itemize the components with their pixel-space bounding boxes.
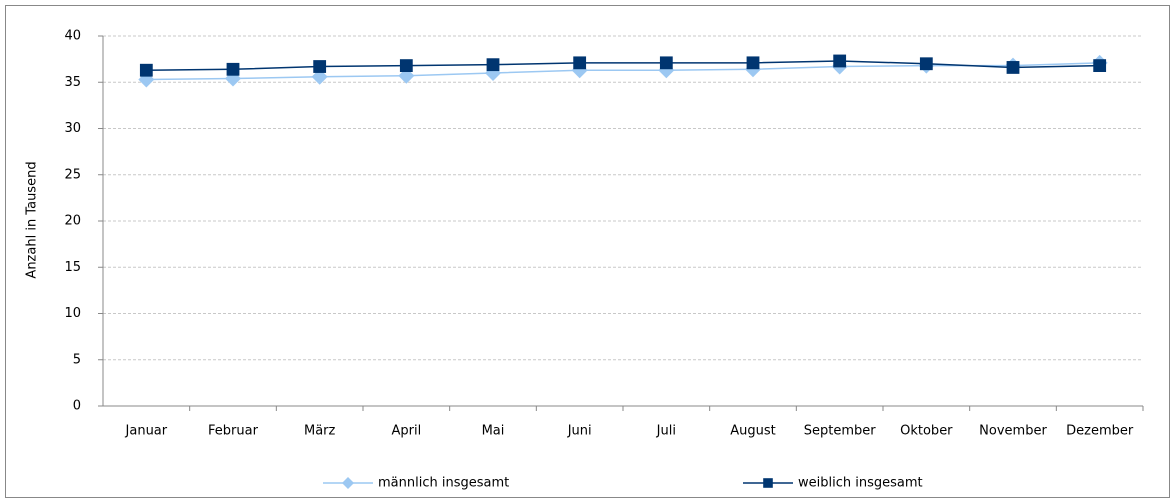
point <box>1006 61 1020 74</box>
series-line <box>146 62 1100 81</box>
legend-label: männlich insgesamt <box>378 476 509 491</box>
point <box>226 62 240 76</box>
y-axis-label: Anzahl in Tausend <box>25 161 40 278</box>
x-tick-label: November <box>979 424 1047 439</box>
x-tick-label: Dezember <box>1066 424 1134 439</box>
x-tick-label: März <box>304 424 336 439</box>
y-tick-label: 40 <box>64 29 81 44</box>
point <box>313 60 327 73</box>
x-tick-label: Januar <box>125 424 168 439</box>
y-tick-label: 20 <box>64 214 81 229</box>
point <box>919 57 933 71</box>
x-tick-label: April <box>391 424 421 439</box>
y-tick-label: 25 <box>64 167 81 182</box>
point <box>486 58 500 72</box>
point <box>573 56 587 70</box>
x-tick-label: Oktober <box>900 424 953 439</box>
y-tick-label: 0 <box>73 399 81 414</box>
point <box>659 56 673 70</box>
x-tick-label: Juli <box>656 424 676 439</box>
point <box>399 59 413 72</box>
series-line <box>146 60 1100 71</box>
x-tick-label: Mai <box>482 424 505 439</box>
x-tick-label: August <box>730 424 776 439</box>
point <box>746 56 760 70</box>
y-tick-label: 5 <box>73 352 81 367</box>
x-tick-label: September <box>804 424 877 439</box>
x-tick-label: Februar <box>208 424 259 439</box>
y-tick-label: 35 <box>64 75 81 90</box>
legend-label: weiblich insgesamt <box>798 476 923 491</box>
y-tick-label: 15 <box>64 260 81 275</box>
y-tick-label: 30 <box>64 121 81 136</box>
y-tick-label: 10 <box>64 306 81 321</box>
legend-marker <box>763 478 773 488</box>
point <box>833 54 847 68</box>
legend-marker <box>342 477 354 489</box>
x-tick-label: Juni <box>567 424 592 439</box>
point <box>1093 59 1107 72</box>
chart-border <box>5 5 1170 498</box>
point <box>139 63 153 77</box>
